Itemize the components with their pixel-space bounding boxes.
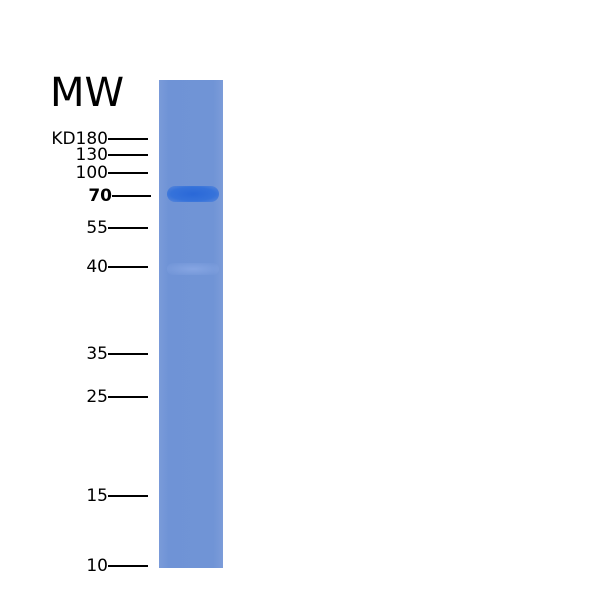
marker-130: 130 xyxy=(0,145,150,165)
marker-100: 100 xyxy=(0,163,150,183)
marker-label: 15 xyxy=(86,486,108,506)
marker-tick xyxy=(108,266,148,268)
marker-tick xyxy=(108,353,148,355)
protein-band-70kd xyxy=(167,186,219,202)
marker-tick xyxy=(108,227,148,229)
marker-tick xyxy=(108,565,148,567)
mw-title: MW xyxy=(50,70,125,116)
marker-label: 130 xyxy=(75,145,108,165)
marker-tick xyxy=(108,396,148,398)
marker-label: 70 xyxy=(88,186,112,206)
marker-55: 55 xyxy=(0,218,150,238)
marker-label: 40 xyxy=(86,257,108,277)
marker-tick xyxy=(108,138,148,140)
marker-70: 70 xyxy=(0,186,151,206)
marker-25: 25 xyxy=(0,387,150,407)
marker-15: 15 xyxy=(0,486,150,506)
faint-band-40kd xyxy=(167,263,219,275)
marker-label: 10 xyxy=(86,556,108,576)
marker-label: 55 xyxy=(86,218,108,238)
marker-tick xyxy=(108,154,148,156)
marker-label: 100 xyxy=(75,163,108,183)
marker-35: 35 xyxy=(0,344,150,364)
marker-10: 10 xyxy=(0,556,150,576)
marker-label: 25 xyxy=(86,387,108,407)
marker-tick xyxy=(108,172,148,174)
marker-180: KD180 xyxy=(0,129,150,149)
marker-tick xyxy=(108,495,148,497)
marker-label: 35 xyxy=(86,344,108,364)
marker-label: KD180 xyxy=(51,129,108,149)
marker-tick xyxy=(112,194,151,197)
marker-40: 40 xyxy=(0,257,150,277)
gel-lane xyxy=(159,80,223,568)
